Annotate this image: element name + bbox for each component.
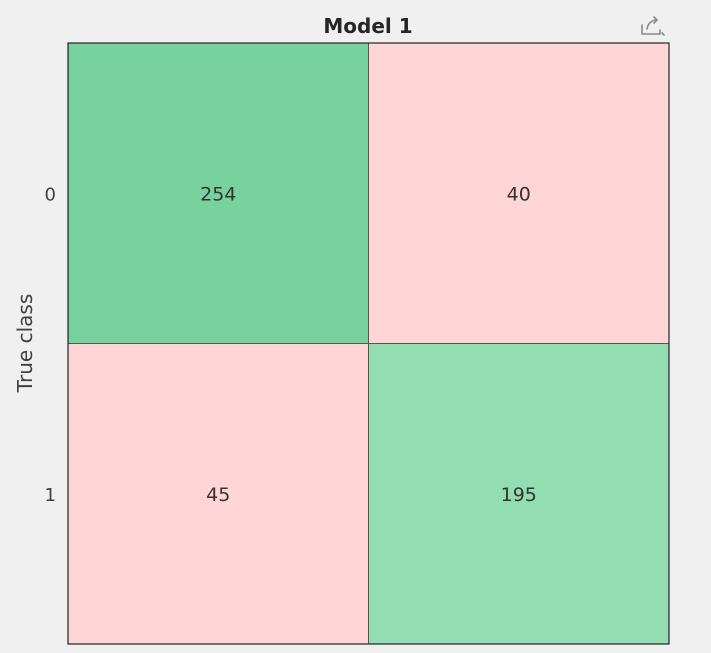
cell-value-r0-c0: 254	[200, 183, 236, 205]
chart-title: Model 1	[323, 14, 412, 38]
plot-border	[67, 42, 670, 645]
row-tick-label-0: 0	[45, 184, 56, 205]
export-button[interactable]	[636, 12, 668, 40]
export-button-hitbox[interactable]	[636, 12, 668, 40]
matrix-cell-r1-c0	[67, 343, 369, 645]
cell-value-r1-c1: 195	[501, 484, 537, 506]
matrix-cells	[67, 42, 670, 645]
cell-value-r1-c0: 45	[206, 484, 230, 506]
matrix-cell-r0-c0	[67, 42, 369, 344]
matrix-cell-r1-c1	[368, 343, 670, 645]
cell-value-r0-c1: 40	[507, 183, 531, 205]
row-tick-label-1: 1	[45, 485, 56, 506]
y-axis-label: True class	[13, 294, 37, 394]
matrix-cell-labels: 254 40 45 195	[200, 183, 537, 506]
row-tick-labels: 01	[45, 184, 56, 506]
export-icon	[641, 16, 665, 36]
